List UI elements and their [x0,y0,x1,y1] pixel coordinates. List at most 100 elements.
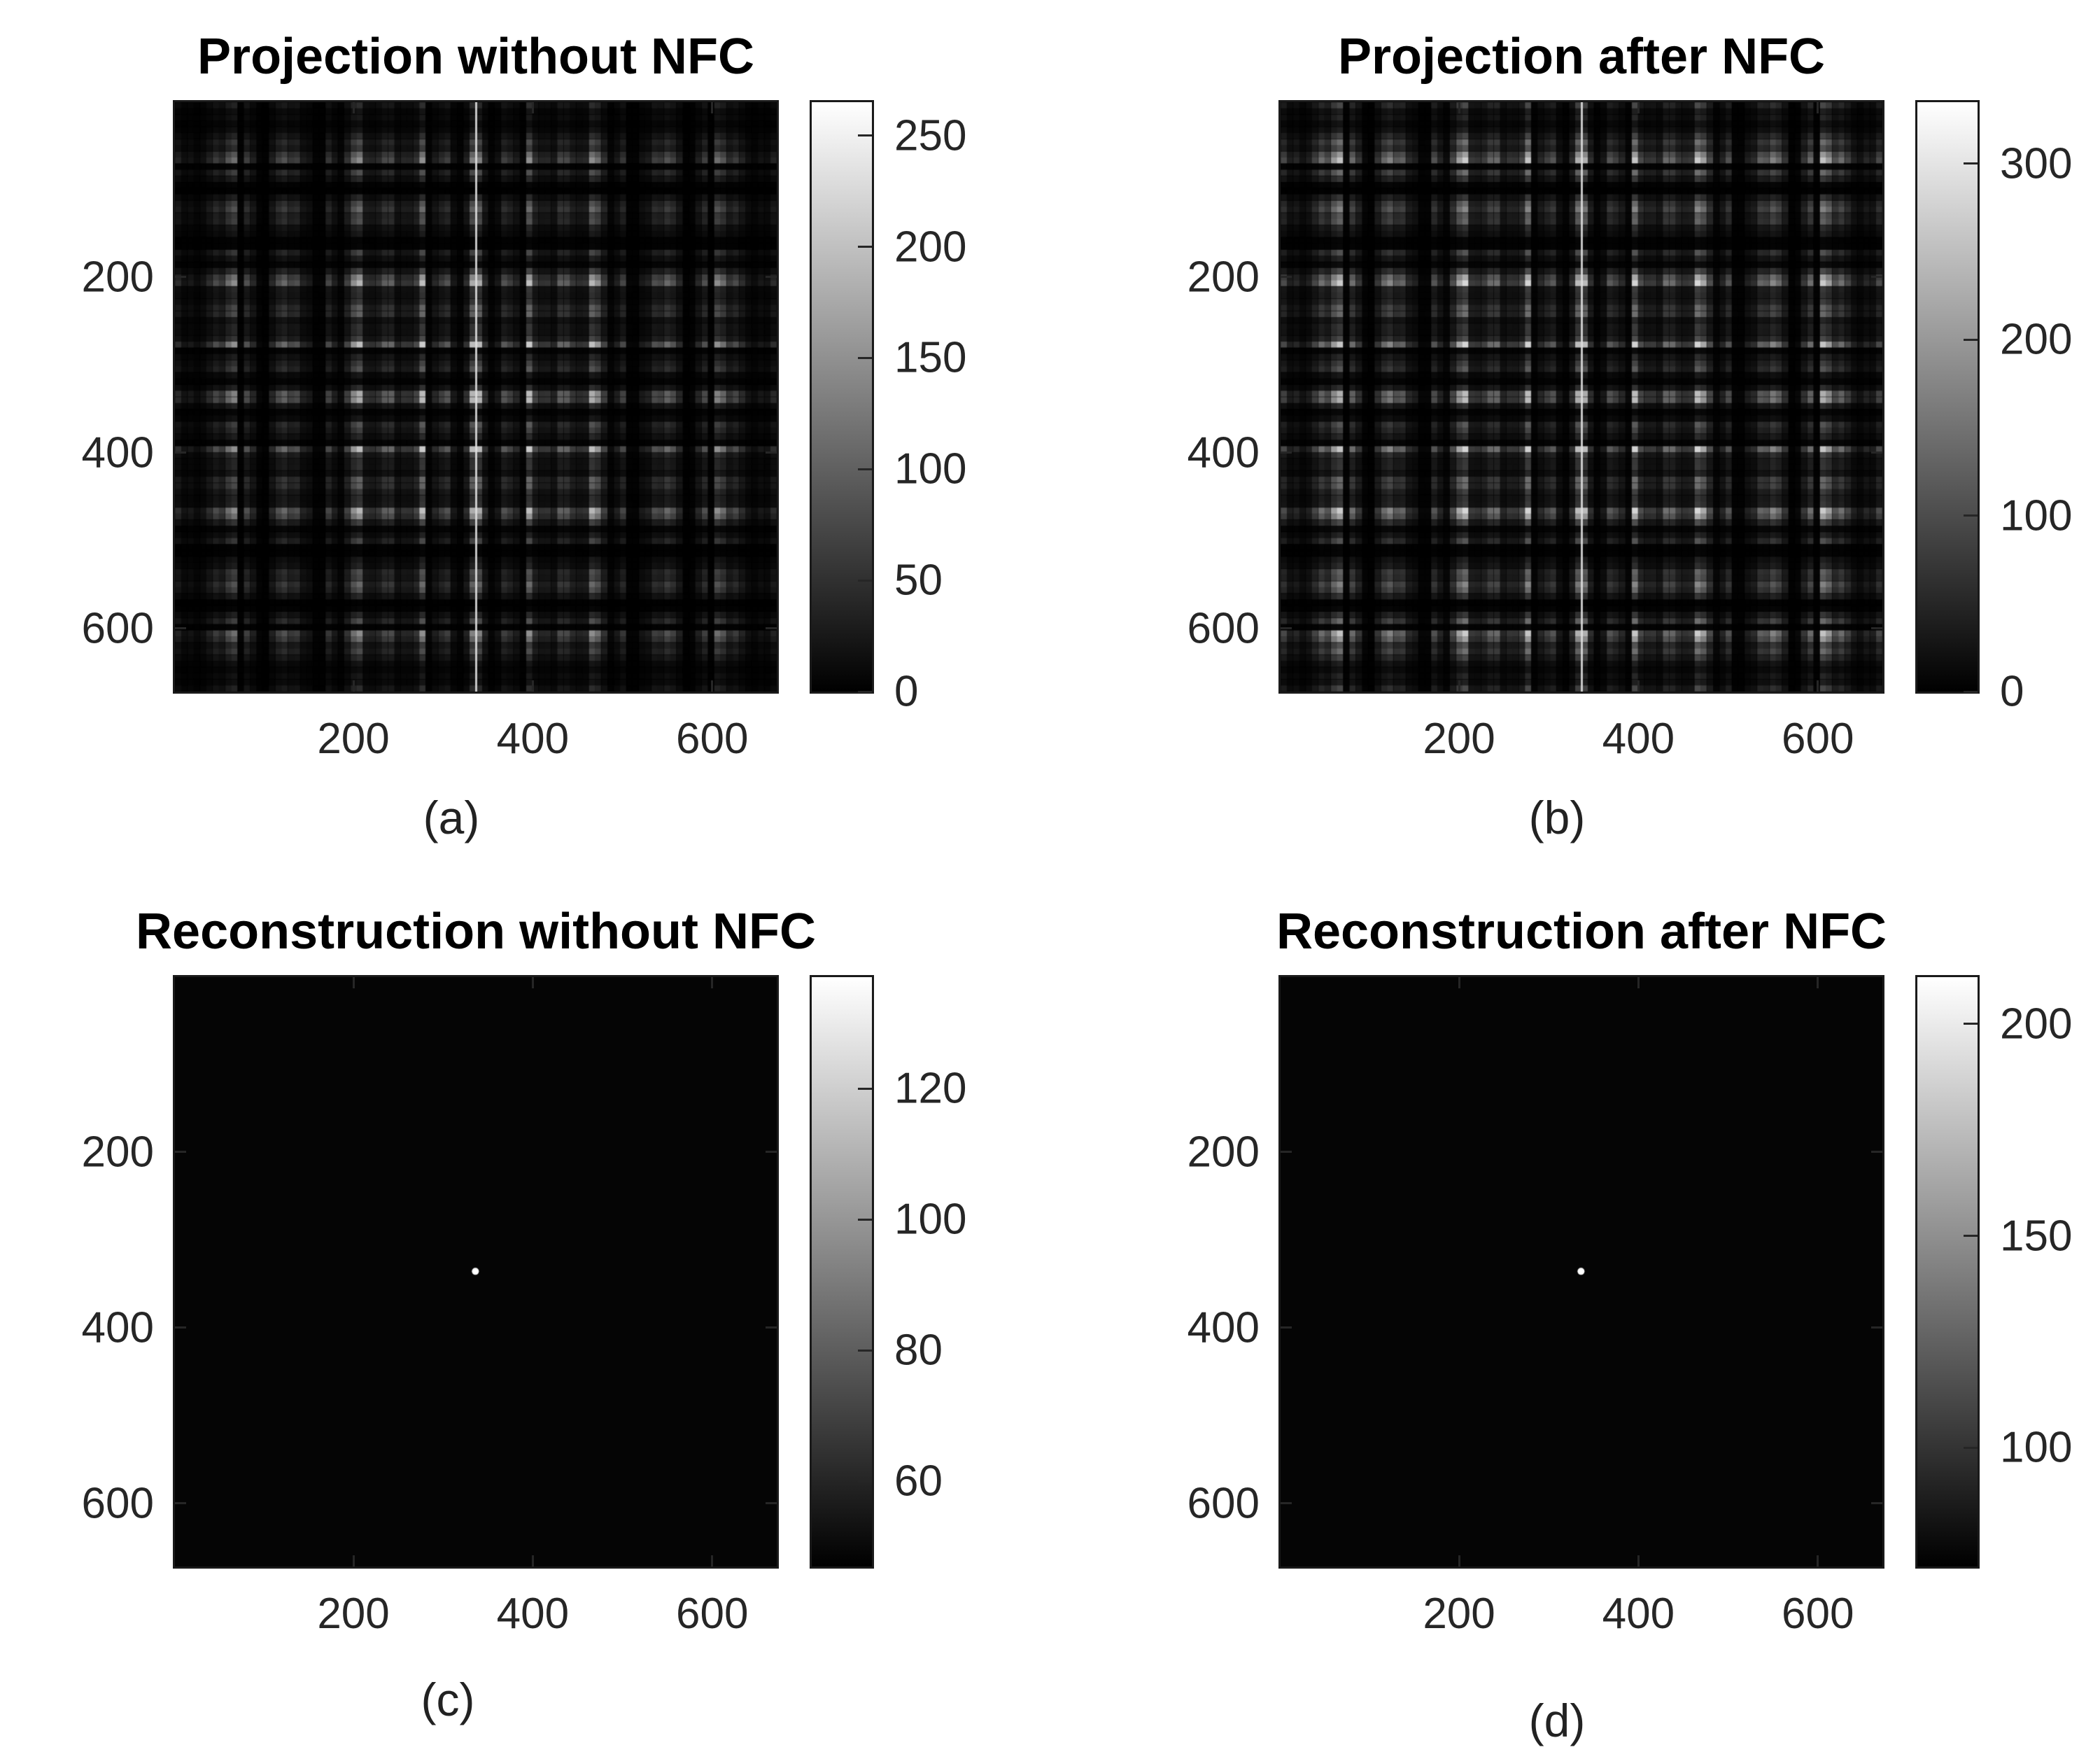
colorbar-tick-mark [858,1218,872,1221]
x-tick-label: 600 [675,715,749,763]
x-tick-label: 400 [1602,1590,1675,1638]
colorbar-tick-mark [1964,690,1978,693]
colorbar-tick-label: 200 [2000,1000,2073,1049]
y-tick-mark-right [1871,627,1882,630]
colorbar-tick-label: 80 [894,1326,943,1375]
y-tick-label: 200 [1187,253,1260,302]
colorbar-tick-label: 150 [894,333,967,382]
colorbar [810,100,874,694]
point-source-image [175,977,777,1567]
y-tick-label: 600 [81,1479,154,1528]
x-tick-mark-top [711,102,714,113]
colorbar-tick-mark [1964,338,1978,341]
y-tick-label: 400 [81,428,154,477]
panel-title: Projection after NFC [1337,29,1826,85]
x-tick-mark-top [1817,977,1819,988]
x-tick-mark [352,680,355,692]
y-tick-label: 200 [81,253,154,302]
x-tick-mark-top [1458,977,1460,988]
colorbar-tick-label: 300 [2000,139,2073,188]
x-tick-mark-top [1817,102,1819,113]
colorbar-tick-label: 100 [894,444,967,493]
y-tick-label: 600 [1187,604,1260,653]
colorbar [1915,100,1980,694]
y-tick-mark-right [1871,451,1882,454]
x-tick-label: 400 [496,715,570,763]
x-tick-label: 200 [1423,1590,1495,1638]
colorbar-tick-mark [858,1349,872,1352]
colorbar-tick-label: 100 [2000,1423,2073,1472]
colorbar-tick-mark [858,690,872,693]
colorbar-tick-mark [1964,514,1978,517]
y-tick-mark-right [766,451,777,454]
y-tick-mark-right [1871,276,1882,279]
colorbar-tick-label: 60 [894,1457,943,1506]
x-tick-label: 600 [1781,715,1854,763]
x-tick-label: 200 [1423,715,1495,763]
x-tick-mark-top [352,977,355,988]
colorbar-tick-mark [858,1087,872,1090]
x-tick-mark-top [1637,977,1640,988]
colorbar-tick-mark [1964,1235,1978,1237]
colorbar-tick-label: 0 [894,667,919,716]
y-tick-label: 400 [1187,428,1260,477]
x-tick-mark-top [1458,102,1460,113]
y-tick-mark-right [1871,1326,1882,1329]
y-tick-label: 400 [81,1303,154,1352]
y-tick-mark [1281,1326,1292,1329]
colorbar-tick-label: 100 [2000,491,2073,540]
x-tick-mark [711,680,714,692]
x-tick-label: 200 [317,715,390,763]
colorbar-tick-mark [858,468,872,470]
x-tick-label: 200 [317,1590,390,1638]
y-tick-mark [1281,451,1292,454]
x-tick-mark [531,680,534,692]
y-tick-mark [1281,627,1292,630]
image-area[interactable] [1278,100,1884,694]
colorbar-tick-mark [858,246,872,248]
x-tick-mark-top [531,102,534,113]
y-tick-label: 200 [1187,1128,1260,1177]
colorbar-tick-mark [858,1480,872,1483]
colorbar-tick-label: 100 [894,1195,967,1244]
y-tick-mark [175,276,186,279]
y-tick-mark-right [766,1326,777,1329]
y-tick-mark [1281,1151,1292,1154]
projection-image [175,102,777,692]
y-tick-mark [175,627,186,630]
colorbar-tick-mark [858,134,872,137]
colorbar-tick-label: 120 [894,1064,967,1113]
colorbar-tick-label: 50 [894,556,943,605]
x-tick-mark [1817,680,1819,692]
point-source-image [1281,977,1882,1567]
y-tick-mark [1281,276,1292,279]
y-tick-mark [175,1502,186,1505]
x-tick-mark [1817,1555,1819,1567]
x-tick-label: 600 [675,1590,749,1638]
colorbar-tick-mark [1964,1023,1978,1025]
image-area[interactable] [1278,975,1884,1569]
image-area[interactable] [173,975,779,1569]
colorbar [810,975,874,1569]
colorbar-tick-label: 150 [2000,1212,2073,1260]
image-area[interactable] [173,100,779,694]
panel-c: Reconstruction without NFC 200 400 600 200 40… [0,875,1050,1750]
x-tick-mark [1458,1555,1460,1567]
x-tick-mark-top [711,977,714,988]
y-tick-mark-right [766,627,777,630]
y-tick-label: 600 [81,604,154,653]
y-tick-mark-right [766,276,777,279]
panel-title: Projection without NFC [197,29,754,85]
y-tick-mark [175,451,186,454]
projection-image [1281,102,1882,692]
panel-b: Projection after NFC 200 400 600 200 400 600 0 1… [1106,0,2099,875]
y-tick-label: 600 [1187,1479,1260,1528]
x-tick-mark-top [531,977,534,988]
y-tick-mark [1281,1502,1292,1505]
y-tick-label: 400 [1187,1303,1260,1352]
colorbar-tick-label: 200 [2000,315,2073,364]
x-tick-mark-top [1637,102,1640,113]
x-tick-mark-top [352,102,355,113]
x-tick-mark [352,1555,355,1567]
